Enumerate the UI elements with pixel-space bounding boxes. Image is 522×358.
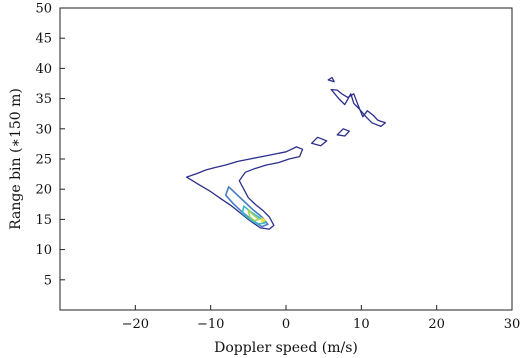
contour-core-level-4 xyxy=(247,208,260,222)
x-tick-label: 20 xyxy=(428,317,445,332)
contour-upper-right-strip xyxy=(327,76,335,83)
y-tick-label: 45 xyxy=(35,32,52,47)
y-tick-label: 15 xyxy=(35,213,52,228)
contour-mid-right-blob-2 xyxy=(310,136,328,147)
x-tick-label: 0 xyxy=(282,317,290,332)
y-axis-label: Range bin (∗150 m) xyxy=(8,88,24,230)
x-tick-label: −10 xyxy=(197,317,224,332)
contour-main-diagonal-band xyxy=(185,146,304,230)
x-axis-ticks: −20 −10 0 10 20 30 xyxy=(122,305,521,332)
contour-core-peak xyxy=(261,217,266,223)
contour-lines xyxy=(185,76,387,230)
y-tick-label: 30 xyxy=(35,122,52,137)
y-tick-label: 35 xyxy=(35,92,52,107)
y-tick-label: 10 xyxy=(35,243,52,258)
x-tick-label: 30 xyxy=(504,317,521,332)
y-tick-label: 25 xyxy=(35,153,52,168)
x-tick-label: −20 xyxy=(122,317,149,332)
plot-area xyxy=(59,7,513,311)
x-tick-label: 10 xyxy=(353,317,370,332)
contour-core-level-3 xyxy=(241,205,266,225)
contour-upper-right-arm xyxy=(330,88,387,128)
y-tick-label: 5 xyxy=(44,273,52,288)
y-tick-label: 50 xyxy=(35,2,52,17)
y-tick-label: 40 xyxy=(35,62,52,77)
contour-mid-right-blob xyxy=(336,128,350,137)
x-axis-label: Doppler speed (m/s) xyxy=(214,340,358,356)
y-axis-ticks: 5 10 15 20 25 30 35 40 45 50 xyxy=(35,2,65,288)
y-tick-label: 20 xyxy=(35,183,52,198)
contour-core-level-2 xyxy=(224,186,269,228)
